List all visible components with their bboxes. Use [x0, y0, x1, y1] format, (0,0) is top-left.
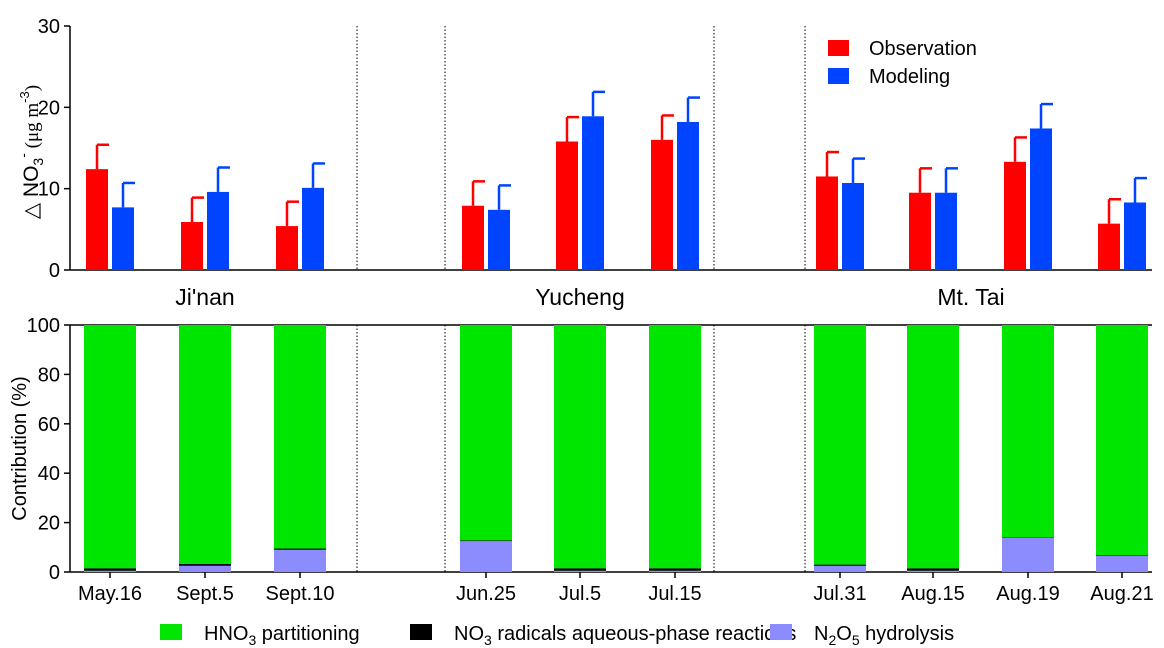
bottom-legend: HNO3 partitioning NO3 radicals aqueous-ph… [160, 623, 954, 648]
stacked-bar-segment-1-4 [554, 568, 606, 571]
legend-swatch-0 [770, 624, 792, 640]
bottom-y-axis-label: Contribution (%) [9, 376, 31, 521]
bottom-y-tick-label: 60 [38, 414, 60, 436]
bar-modeling-9 [1124, 202, 1146, 270]
bar-modeling-0 [112, 207, 134, 270]
bar-modeling-3 [488, 209, 510, 270]
top-panel: 0 10 20 30 △ NO3- (μg m-3) Observation Modelin… [15, 16, 1152, 282]
group-labels: Ji'nan Yucheng Mt. Tai [175, 284, 1004, 310]
top-y-axis-label: △ NO3- (μg m-3) [15, 85, 46, 219]
stacked-bar-segment-2-0 [84, 325, 136, 569]
top-y-tick-label: 10 [38, 179, 60, 201]
x-tick-label: Jun.25 [456, 583, 516, 605]
stacked-bar-segment-0-5 [649, 570, 701, 572]
stacked-bar-segment-0-9 [1096, 555, 1148, 572]
bar-modeling-1 [207, 191, 229, 270]
bar-observation-4 [556, 141, 578, 270]
stacked-bar-segment-0-1 [179, 565, 231, 572]
bar-observation-1 [181, 222, 203, 270]
stacked-bar-segment-0-0 [84, 570, 136, 572]
x-tick-label: May.16 [78, 583, 142, 605]
stacked-bar-segment-0-2 [274, 549, 326, 572]
stacked-bar-segment-1-9 [1096, 555, 1148, 556]
bar-observation-6 [816, 176, 838, 270]
bar-modeling-2 [302, 187, 324, 270]
bar-observation-3 [462, 205, 484, 270]
stacked-bar-segment-0-8 [1002, 537, 1054, 572]
legend-swatch-1 [410, 624, 432, 640]
x-tick-label: Sept.5 [176, 583, 234, 605]
stacked-bar-segment-0-3 [460, 541, 512, 572]
legend-label-observation: Observation [869, 38, 977, 60]
stacked-bar-segment-1-2 [274, 548, 326, 550]
stacked-bar-segment-1-1 [179, 563, 231, 566]
legend-label-2: HNO3 partitioning [204, 623, 360, 648]
bar-observation-7 [909, 192, 931, 270]
bottom-y-tick-label: 20 [38, 513, 60, 535]
bar-observation-5 [651, 139, 673, 270]
bottom-y-tick-label: 100 [27, 315, 60, 337]
x-tick-label: Sept.10 [266, 583, 335, 605]
legend-swatch-observation [828, 40, 849, 56]
bottom-y-tick-label: 0 [49, 562, 60, 584]
top-y-tick-label: 0 [49, 260, 60, 282]
bar-modeling-5 [677, 121, 699, 271]
x-tick-label: Jul.15 [648, 583, 701, 605]
stacked-bar-segment-0-7 [907, 570, 959, 572]
legend-swatch-2 [160, 624, 182, 640]
bar-observation-0 [86, 169, 108, 270]
x-tick-label: Aug.19 [996, 583, 1059, 605]
stacked-bar-segment-1-6 [814, 564, 866, 566]
x-tick-label: Jul.31 [813, 583, 866, 605]
group-label: Ji'nan [175, 284, 234, 310]
bottom-y-tick-label: 40 [38, 463, 60, 485]
bar-observation-8 [1004, 161, 1026, 270]
bar-modeling-4 [582, 116, 604, 270]
stacked-bar-segment-2-2 [274, 325, 326, 549]
stacked-bar-segment-2-8 [1002, 325, 1054, 538]
bar-observation-9 [1098, 223, 1120, 270]
x-tick-label: Aug.21 [1090, 583, 1153, 605]
top-y-tick-label: 20 [38, 97, 60, 119]
stacked-bar-segment-2-6 [814, 325, 866, 565]
stacked-bar-segment-1-3 [460, 540, 512, 542]
legend-label-modeling: Modeling [869, 66, 950, 88]
bar-observation-2 [276, 226, 298, 270]
group-label: Mt. Tai [937, 284, 1004, 310]
bottom-y-tick-label: 80 [38, 364, 60, 386]
stacked-bar-segment-1-5 [649, 568, 701, 571]
stacked-bar-segment-0-6 [814, 565, 866, 572]
stacked-bar-segment-1-7 [907, 568, 959, 571]
bar-modeling-8 [1030, 128, 1052, 270]
x-tick-label: Jul.5 [559, 583, 601, 605]
stacked-bar-segment-2-5 [649, 325, 701, 569]
bar-modeling-6 [842, 182, 864, 270]
stacked-bar-segment-2-3 [460, 325, 512, 541]
x-tick-label: Aug.15 [901, 583, 964, 605]
bar-modeling-7 [935, 192, 957, 270]
stacked-bar-segment-2-1 [179, 325, 231, 564]
legend-label-0: N2O5 hydrolysis [814, 623, 954, 648]
group-label: Yucheng [535, 284, 625, 310]
stacked-bar-segment-2-9 [1096, 325, 1148, 556]
legend-label-1: NO3 radicals aqueous-phase reactions [454, 623, 796, 648]
stacked-bar-segment-2-4 [554, 325, 606, 569]
stacked-bar-segment-2-7 [907, 325, 959, 569]
bottom-panel: 0 20 40 60 80 100 Contribution (%) May.16 Sept.5… [9, 315, 1154, 605]
stacked-bar-segment-0-4 [554, 570, 606, 572]
stacked-bar-segment-1-0 [84, 568, 136, 571]
legend-swatch-modeling [828, 68, 849, 84]
top-y-tick-label: 30 [38, 16, 60, 38]
